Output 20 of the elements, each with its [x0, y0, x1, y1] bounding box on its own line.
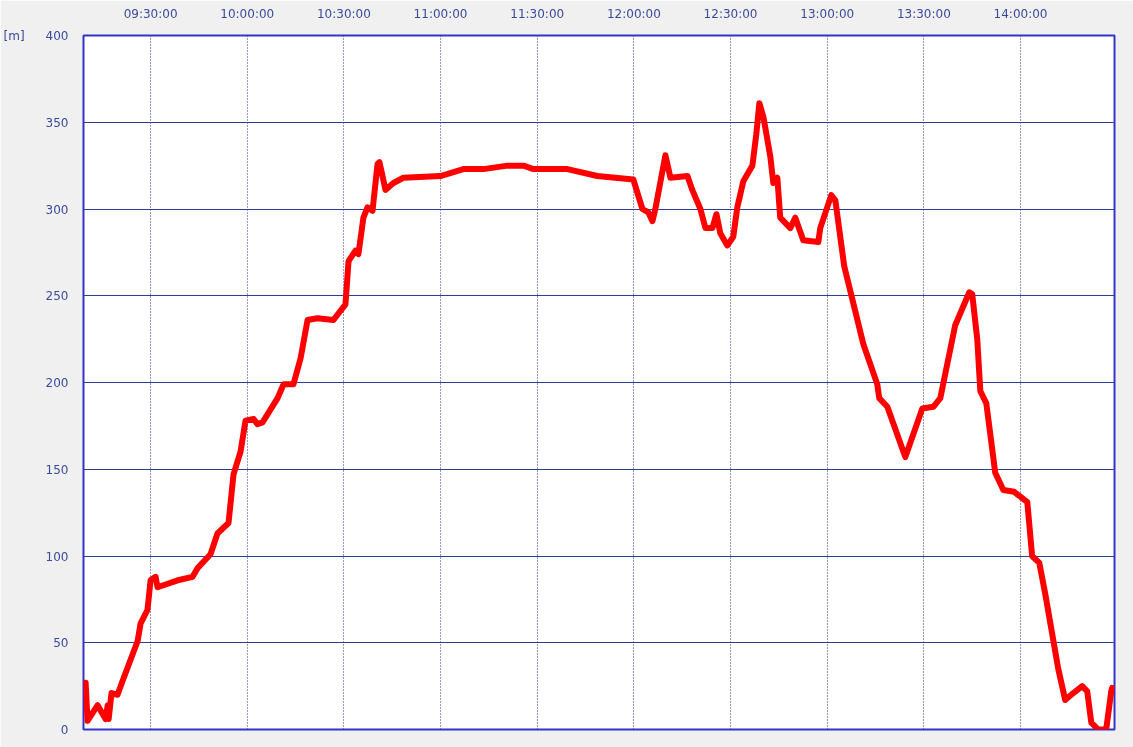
y-tick-label: 0	[60, 723, 69, 737]
x-tick-label: 11:30:00	[510, 6, 565, 21]
y-axis-title: [m]	[3, 28, 25, 43]
x-tick-label: 14:00:00	[993, 6, 1048, 21]
x-tick-label: 12:30:00	[703, 6, 758, 21]
y-tick-label: 350	[45, 115, 69, 130]
y-tick-label: 50	[53, 636, 69, 651]
y-tick-label: 150	[45, 462, 69, 477]
x-tick-label: 13:00:00	[800, 6, 855, 21]
y-tick-label: 300	[45, 202, 69, 217]
x-tick-label: 10:30:00	[316, 6, 371, 21]
x-tick-label: 11:00:00	[413, 6, 468, 21]
y-tick-label: 200	[45, 376, 69, 390]
y-tick-label: 100	[45, 549, 69, 564]
y-tick-label: 250	[45, 289, 69, 304]
y-tick-label: 400	[45, 29, 69, 43]
x-tick-label: 10:00:00	[220, 6, 275, 21]
x-tick-label: 09:30:00	[123, 6, 178, 21]
x-tick-label: 12:00:00	[606, 6, 661, 21]
x-tick-label: 13:30:00	[896, 6, 951, 21]
